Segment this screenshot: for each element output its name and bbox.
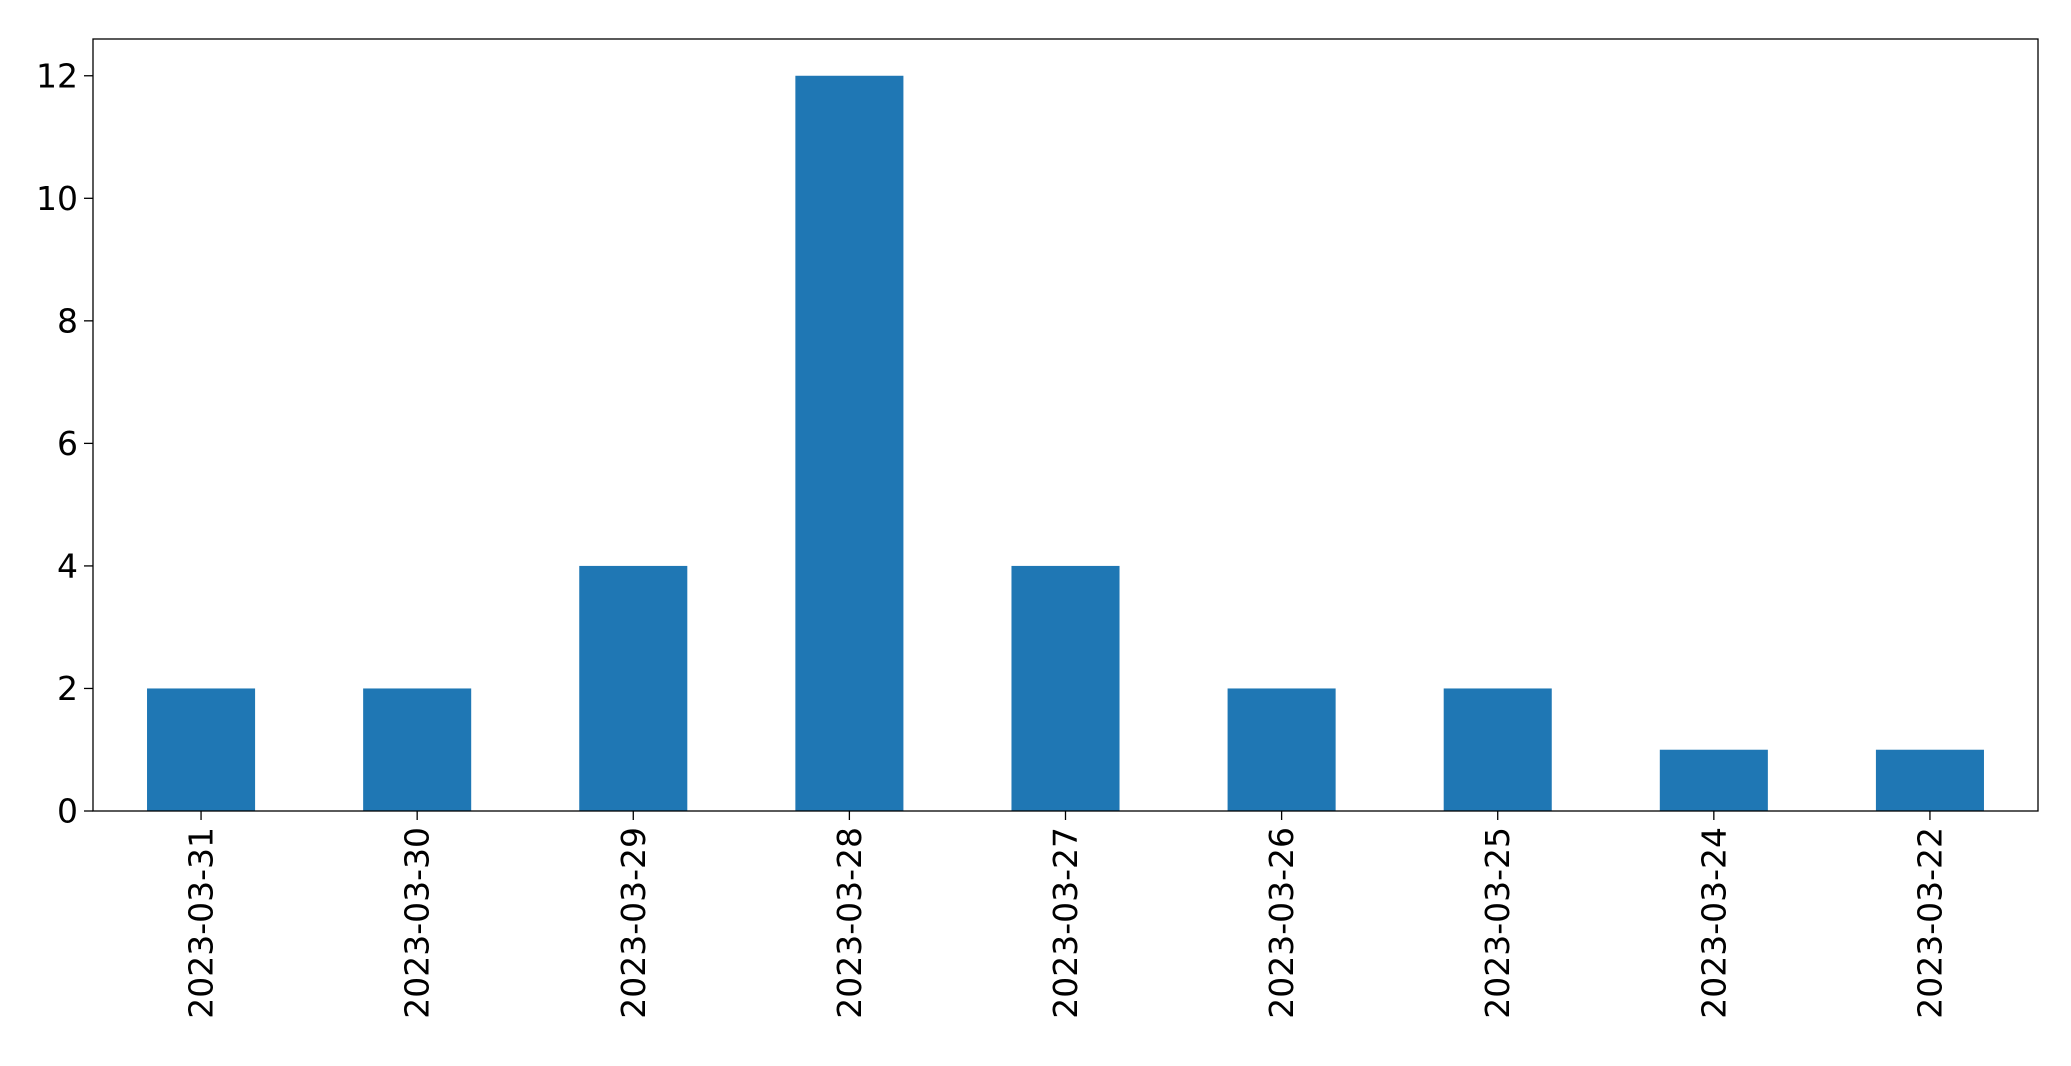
x-tick-label: 2023-03-29 [614,827,653,1019]
y-tick-label: 10 [36,179,78,218]
bars-layer [147,75,1984,811]
bar-2023-03-26 [1227,688,1336,811]
x-tick-label: 2023-03-25 [1478,827,1517,1019]
bar-2023-03-25 [1443,688,1552,811]
plot-frame [92,38,2039,812]
x-tick-label: 2023-03-26 [1262,827,1301,1019]
y-tick-label: 6 [57,424,78,463]
x-tick-label: 2023-03-28 [830,827,869,1019]
y-tick-label: 8 [57,301,78,340]
bar-2023-03-30 [363,688,472,811]
x-tick-label: 2023-03-22 [1910,827,1949,1019]
y-tick-label: 12 [36,56,78,95]
x-axis: 2023-03-31 2023-03-30 2023-03-29 2023-03-28… [182,811,1949,1019]
bar-2023-03-31 [147,688,256,811]
bar-2023-03-28 [795,75,904,811]
bar-2023-03-24 [1659,749,1768,811]
x-tick-label: 2023-03-30 [398,827,437,1019]
y-tick-label: 0 [57,792,78,831]
y-axis: 0 2 4 6 8 10 12 [36,56,93,831]
y-tick-label: 4 [57,546,78,585]
bar-2023-03-22 [1875,749,1984,811]
bar-2023-03-29 [579,565,688,811]
x-tick-label: 2023-03-27 [1046,827,1085,1019]
bar-2023-03-27 [1011,565,1120,811]
x-tick-label: 2023-03-24 [1694,827,1733,1019]
y-tick-label: 2 [57,669,78,708]
x-tick-label: 2023-03-31 [182,827,221,1019]
